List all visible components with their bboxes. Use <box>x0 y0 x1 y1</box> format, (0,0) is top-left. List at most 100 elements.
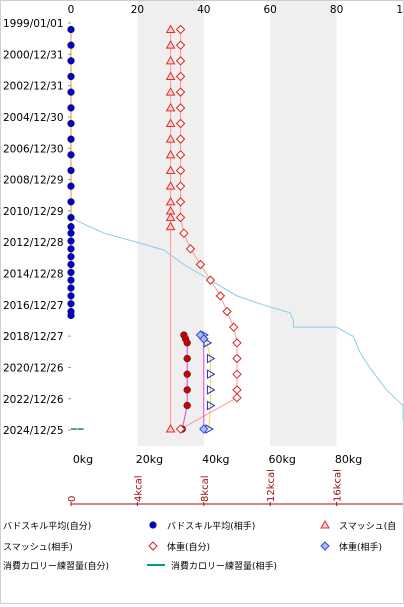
series-0-point-19 <box>67 268 75 277</box>
x-top-tick-label-2: 40 <box>197 4 210 16</box>
series-5-point-1 <box>199 334 209 344</box>
y-tick-label-4: 2006/12/30 <box>3 143 64 155</box>
kcal-tick-label-1: 4kcal <box>133 475 144 502</box>
series-4-point-4 <box>175 87 186 97</box>
legend-item-6: 消費カロリー練習量(自分) <box>3 560 159 572</box>
series-0-point-13 <box>67 223 75 231</box>
series-0-point-25 <box>67 311 75 320</box>
x-top-tick-label-0: 0 <box>68 4 75 16</box>
series-0-point-12 <box>67 213 75 222</box>
x-top-tick-label-1: 20 <box>131 4 144 16</box>
series-4-point-1 <box>175 40 186 50</box>
series-0-point-20 <box>67 276 75 284</box>
series-4-point-9 <box>175 165 186 176</box>
series-2-point-14 <box>165 221 176 231</box>
series-0-point-14 <box>67 229 75 237</box>
y-tick-label-12: 2022/12/26 <box>3 394 64 406</box>
series-0-point-11 <box>67 198 75 206</box>
kcal-tick-label-0: 0 <box>67 496 78 502</box>
series-4-point-22 <box>232 369 242 379</box>
y-tick-label-2: 2002/12/31 <box>3 81 64 93</box>
series-5-point-2 <box>199 424 209 434</box>
series-1-point-2 <box>183 339 191 347</box>
shaded-band-1 <box>270 1 337 446</box>
series-4-point-10 <box>175 181 186 191</box>
legend-item-3: スマッシュ(相手) <box>3 541 73 553</box>
series-3-point-3 <box>206 369 216 380</box>
legend-label-7: 消費カロリー練習量(相手) <box>171 560 277 572</box>
series-0-point-1 <box>67 41 75 49</box>
legend-label-1: バドスキル平均(相手) <box>167 520 255 532</box>
series-1-point-3 <box>183 354 191 363</box>
legend-item-2: スマッシュ(自 <box>339 520 396 532</box>
series-0-point-4 <box>67 88 75 96</box>
series-1-point-6 <box>183 401 191 410</box>
series-4-point-11 <box>175 197 186 207</box>
series-4-point-3 <box>175 71 186 82</box>
series-0-point-3 <box>67 72 75 81</box>
series-2-point-0 <box>165 24 176 33</box>
y-tick-label-11: 2020/12/26 <box>3 362 64 374</box>
series-0-point-10 <box>67 182 75 190</box>
series-3-point-2 <box>206 353 216 364</box>
y-tick-label-7: 2012/12/28 <box>3 237 64 249</box>
series-2-point-15 <box>165 424 176 433</box>
x-top-tick-label-4: 80 <box>330 4 343 16</box>
y-tick-label-5: 2008/12/29 <box>3 175 64 187</box>
series-0-point-22 <box>67 292 75 300</box>
series-0-point-21 <box>67 284 75 292</box>
series-4-point-8 <box>175 150 186 160</box>
series-0-point-8 <box>67 151 75 159</box>
series-4-point-23 <box>232 385 242 395</box>
legend-marker-5 <box>320 541 330 551</box>
x-kg-tick-label-0: 0kg <box>73 453 93 466</box>
series-4-point-12 <box>175 212 186 223</box>
legend-label-4: 体重(自分) <box>167 541 210 553</box>
x-kg-tick-label-4: 80kg <box>335 453 362 466</box>
series-0-point-7 <box>67 135 75 143</box>
y-tick-label-1: 2000/12/31 <box>3 49 64 61</box>
series-4-point-13 <box>179 228 189 238</box>
series-4-point-24 <box>232 392 242 403</box>
x-top-tick-label-3: 60 <box>264 4 277 16</box>
y-tick-label-0: 1999/01/01 <box>3 18 64 30</box>
legend-label-3: スマッシュ(相手) <box>3 541 73 553</box>
series-4-point-2 <box>175 56 186 66</box>
series-2-point-1 <box>165 40 176 49</box>
series-4-point-21 <box>232 353 242 364</box>
series-0-point-16 <box>67 245 75 253</box>
series-0-point-6 <box>67 119 75 128</box>
legend-item-0: バドスキル平均(自分) <box>3 520 91 532</box>
x-kg-tick-label-2: 40kg <box>202 453 229 466</box>
series-0-point-2 <box>67 57 75 65</box>
legend-marker-2 <box>320 519 330 529</box>
series-4-point-0 <box>175 24 186 35</box>
series-2-point-13 <box>165 212 176 221</box>
series-0-point-15 <box>67 237 75 245</box>
x-kg-tick-label-1: 20kg <box>136 453 163 466</box>
series-2-point-8 <box>165 149 176 159</box>
y-tick-label-9: 2016/12/27 <box>3 300 64 312</box>
series-0-point-5 <box>67 104 75 112</box>
kcal-tick-label-2: 8kcal <box>200 475 211 502</box>
x-top-tick-label-5: 10 <box>396 4 403 16</box>
series-4-point-14 <box>185 244 196 254</box>
series-4-point-20 <box>232 338 242 348</box>
series-2-point-4 <box>165 87 176 96</box>
y-tick-label-6: 2010/12/29 <box>3 206 64 218</box>
legend-marker-4 <box>148 541 158 551</box>
series-2-point-2 <box>165 55 176 65</box>
y-tick-label-3: 2004/12/30 <box>3 112 64 124</box>
series-3-point-4 <box>206 384 216 395</box>
series-0-point-23 <box>67 300 75 308</box>
series-4-point-19 <box>228 322 239 332</box>
series-1-point-5 <box>183 386 191 394</box>
series-0-point-9 <box>67 166 75 175</box>
series-4-point-17 <box>215 291 226 301</box>
kcal-tick-label-4: 16kcal <box>333 469 344 502</box>
series-4-point-18 <box>222 306 232 317</box>
legend-label-2: スマッシュ(自 <box>339 520 396 532</box>
series-0-point-0 <box>67 25 75 34</box>
